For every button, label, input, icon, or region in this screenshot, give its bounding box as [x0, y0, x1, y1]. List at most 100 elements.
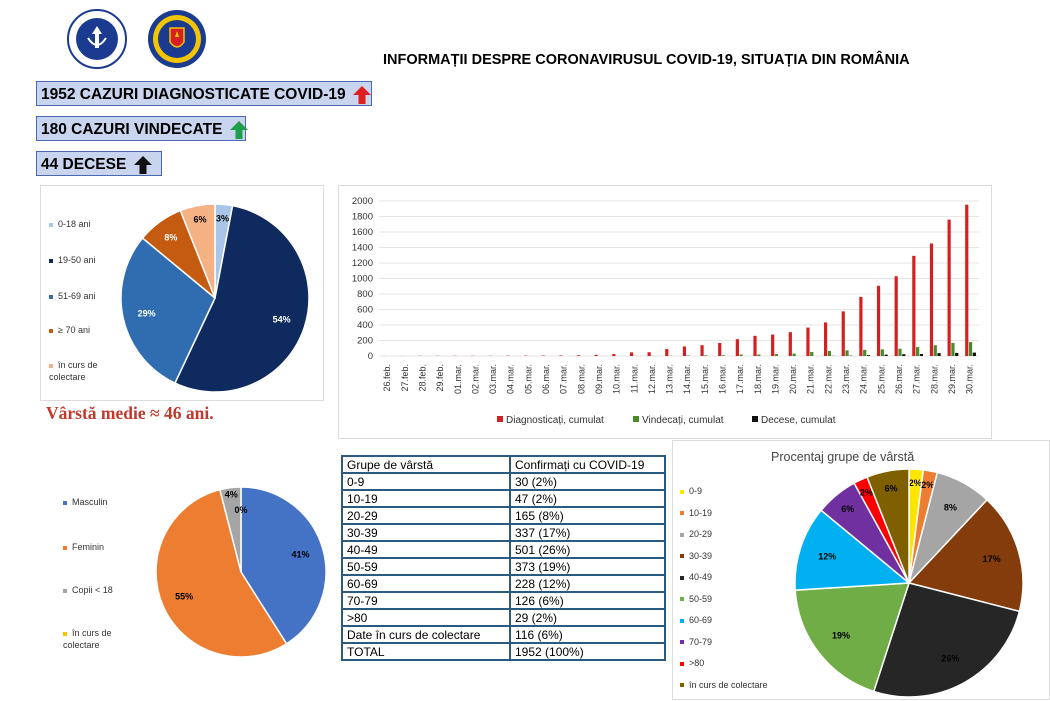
age-group-cell: 10-19: [342, 490, 510, 507]
x-tick-label: 20.mar.: [788, 364, 798, 394]
y-tick-label: 1200: [352, 258, 373, 269]
bar-deaths: [867, 355, 870, 356]
page-title: INFORMAȚII DESPRE CORONAVIRUSUL COVID-19…: [383, 52, 910, 68]
legend-swatch: [680, 533, 684, 537]
bar-diagnosed: [912, 256, 915, 356]
legend-label: 10-19: [689, 508, 712, 518]
y-tick-label: 200: [357, 336, 373, 347]
bar-diagnosed: [895, 276, 898, 356]
x-tick-label: 05.mar.: [523, 364, 533, 394]
bar-recovered: [757, 355, 760, 356]
group-legend-item: 60-69: [680, 614, 712, 626]
bar-diagnosed: [683, 346, 686, 356]
legend-swatch: [497, 416, 503, 422]
bar-recovered: [934, 345, 937, 356]
x-tick-label: 29.mar.: [947, 364, 957, 394]
y-tick-label: 400: [357, 320, 373, 331]
bar-diagnosed: [700, 345, 703, 356]
pie-slice-label: 17%: [983, 554, 1001, 564]
x-tick-label: 21.mar.: [806, 364, 816, 394]
age-group-cell: 0-9: [342, 473, 510, 490]
arrow-up-red-icon: [352, 85, 372, 105]
x-tick-label: 28.feb.: [417, 364, 427, 392]
government-logo: [66, 8, 128, 70]
x-tick-label: 06.mar.: [541, 364, 551, 394]
gender-pie-panel: Masculin Feminin Copii < 18 în curs de c…: [40, 445, 332, 699]
cumulative-bar-chart: 020040060080010001200140016001800200026.…: [339, 186, 991, 438]
stat-recovered-label: 180 CAZURI VINDECATE: [41, 121, 222, 138]
legend-swatch: [752, 416, 758, 422]
group-legend-item: >80: [680, 657, 704, 669]
confirmed-count-cell: 126 (6%): [510, 592, 665, 609]
y-tick-label: 2000: [352, 196, 373, 207]
arrow-up-black-icon: [133, 155, 153, 175]
group-legend-item: 40-49: [680, 571, 712, 583]
table-header-cell: Confirmați cu COVID-19: [510, 456, 665, 473]
bar-diagnosed: [824, 322, 827, 356]
x-tick-label: 18.mar.: [753, 364, 763, 394]
bar-recovered: [828, 351, 831, 356]
gender-pie-chart: 41%55%4%0%: [151, 482, 331, 662]
confirmed-count-cell: 29 (2%): [510, 609, 665, 626]
age-group-cell: 70-79: [342, 592, 510, 609]
x-tick-label: 15.mar.: [700, 364, 710, 394]
legend-swatch: [680, 662, 684, 666]
confirmed-count-cell: 47 (2%): [510, 490, 665, 507]
legend-swatch: [680, 619, 684, 623]
x-tick-label: 24.mar.: [859, 364, 869, 394]
bar-recovered: [969, 342, 972, 356]
average-age-note: Vârstă medie ≈ 46 ani.: [46, 403, 214, 424]
pie-slice-label: 6%: [885, 484, 898, 494]
group-legend-item: 10-19: [680, 507, 712, 519]
group-legend-item: 50-59: [680, 593, 712, 605]
bar-recovered: [898, 349, 901, 356]
age-group-cell: 30-39: [342, 524, 510, 541]
bar-diagnosed: [753, 336, 756, 356]
group-legend-item: 20-29: [680, 528, 712, 540]
legend-label: 50-59: [689, 594, 712, 604]
bar-deaths: [973, 353, 976, 356]
confirmed-count-cell: 228 (12%): [510, 575, 665, 592]
bar-diagnosed: [736, 339, 739, 356]
legend-label: în curs de colectare: [689, 680, 768, 690]
x-tick-label: 12.mar.: [647, 364, 657, 394]
pie-slice-label: 54%: [273, 315, 291, 325]
age-pie-chart: 3%54%29%8%6%: [117, 200, 313, 396]
y-tick-label: 1000: [352, 274, 373, 285]
pie-slice-label: 6%: [194, 214, 207, 224]
x-tick-label: 14.mar.: [682, 364, 692, 394]
x-tick-label: 13.mar.: [665, 364, 675, 394]
age-pie-panel: 0-18 ani 19-50 ani 51-69 ani ≥ 70 ani în…: [40, 185, 324, 401]
pie-slice-label: 29%: [138, 308, 156, 318]
stat-deaths-label: 44 DECESE: [41, 156, 126, 173]
x-tick-label: 03.mar.: [488, 364, 498, 394]
pie-slice-label: 41%: [292, 550, 310, 560]
legend-label: 70-79: [689, 637, 712, 647]
x-tick-label: 09.mar.: [594, 364, 604, 394]
age-legend-item: în curs de colectare: [49, 359, 119, 383]
pie-slice-label: 12%: [818, 551, 836, 561]
pie-slice-label: 0%: [234, 505, 247, 515]
bar-diagnosed: [559, 355, 562, 356]
bar-recovered: [704, 355, 707, 356]
legend-label: >80: [689, 658, 704, 668]
group-legend-item: 0-9: [680, 485, 702, 497]
group-legend-item: în curs de colectare: [680, 679, 768, 691]
bar-recovered: [916, 347, 919, 356]
bar-diagnosed: [789, 332, 792, 356]
legend-label: 30-39: [689, 551, 712, 561]
x-tick-label: 08.mar.: [576, 364, 586, 394]
x-tick-label: 17.mar.: [735, 364, 745, 394]
age-legend-item: 19-50 ani: [49, 254, 96, 266]
age-group-cell: Date în curs de colectare: [342, 626, 510, 643]
pie-slice-label: 2%: [921, 480, 934, 490]
group-pie-chart: 2%2%8%17%26%19%12%6%2%6%: [791, 465, 1027, 701]
gender-legend-item: Masculin: [63, 496, 108, 508]
pie-slice-label: 2%: [909, 478, 922, 488]
